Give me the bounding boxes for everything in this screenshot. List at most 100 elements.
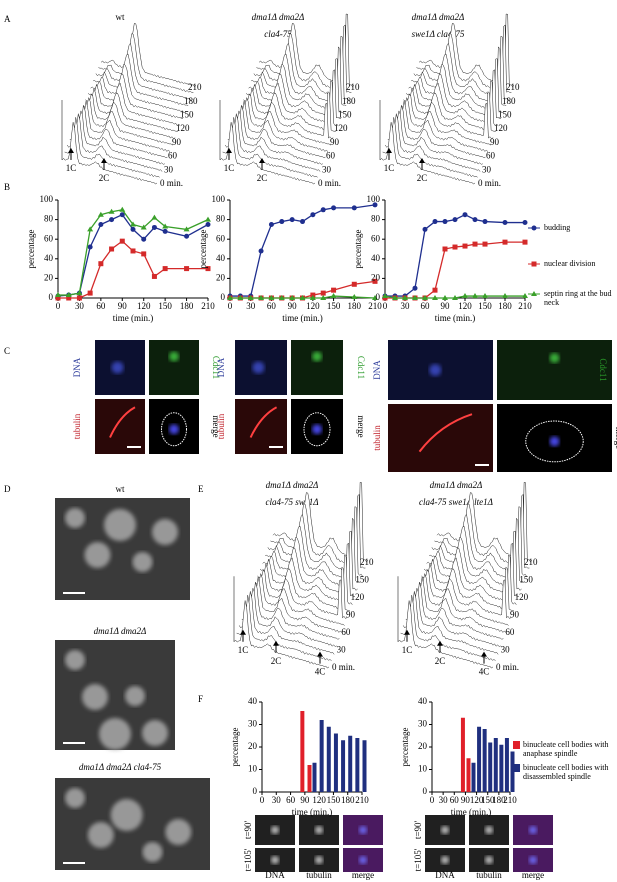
channel-label: Cdc11	[598, 358, 608, 381]
marker	[442, 295, 448, 300]
marker	[531, 261, 537, 267]
x-tick-label: 210	[368, 301, 382, 311]
marker	[531, 291, 537, 296]
facs-trace	[403, 80, 499, 127]
time-label: 90	[510, 610, 520, 620]
facs-trace	[77, 96, 173, 146]
y-tick-label: 20	[216, 272, 226, 282]
time-label: 210	[506, 82, 520, 92]
facs-trace	[400, 595, 496, 661]
legend-label: binucleate cell bodies with disassembled…	[523, 763, 609, 781]
cell-signal	[312, 424, 322, 435]
marker	[300, 219, 305, 225]
x-tick-label: 210	[503, 795, 517, 805]
spindle	[418, 413, 473, 453]
marker	[372, 202, 378, 208]
facs-trace	[379, 122, 476, 185]
peak-label: 1C	[224, 163, 235, 173]
y-tick-label: 20	[418, 741, 428, 751]
marker	[279, 219, 285, 225]
bar	[319, 720, 324, 792]
time-label: 180	[184, 96, 198, 106]
plot-title: wt	[116, 12, 125, 22]
marker	[522, 293, 528, 299]
marker	[119, 206, 126, 212]
y-tick-label: 0	[221, 292, 226, 302]
marker	[432, 219, 438, 225]
marker	[130, 248, 136, 254]
plot-title: dma1Δ dma2Δ	[430, 480, 483, 490]
facs-trace	[398, 93, 494, 140]
time-label: 210	[360, 557, 374, 567]
time-label: 120	[351, 592, 365, 602]
time-label: 60	[486, 151, 496, 161]
facs-trace	[408, 582, 504, 640]
bar	[362, 740, 367, 792]
y-tick-label: 100	[367, 194, 381, 204]
facs-trace	[238, 591, 335, 655]
x-tick-label: 60	[267, 301, 277, 311]
bar	[499, 744, 504, 792]
facs-trace	[74, 100, 171, 152]
time-label: 90	[330, 137, 340, 147]
marker	[412, 285, 418, 291]
facs-trace	[395, 96, 491, 146]
bar	[326, 726, 331, 792]
peak-arrowhead	[68, 148, 74, 153]
x-tick-label: 90	[441, 301, 451, 311]
bar	[312, 762, 317, 792]
marker	[502, 220, 508, 226]
marker	[141, 236, 147, 242]
marker	[320, 295, 327, 300]
time-label: 150	[180, 109, 194, 119]
legend-label: budding	[544, 223, 571, 232]
time-label: 30	[337, 645, 347, 655]
x-tick-label: 0	[430, 795, 435, 805]
facs-trace	[72, 105, 168, 158]
facs-trace	[252, 568, 348, 619]
marker	[205, 216, 211, 222]
cell-signal	[529, 856, 537, 864]
facs-trace	[100, 23, 197, 87]
cell-outline	[525, 420, 584, 463]
marker	[98, 222, 104, 227]
y-axis-title: percentage	[198, 230, 208, 269]
marker	[412, 295, 418, 300]
cell-signal	[441, 826, 449, 834]
time-label: 150	[355, 575, 369, 585]
scale-bar	[63, 592, 85, 594]
cell-signal	[252, 361, 265, 374]
x-tick-label: 30	[272, 795, 282, 805]
facs-trace	[387, 109, 483, 165]
cell-signal	[111, 361, 124, 374]
channel-label: DNA	[265, 870, 285, 880]
marker	[372, 278, 378, 284]
y-tick-label: 80	[216, 214, 226, 224]
marker	[382, 293, 388, 299]
marker	[109, 246, 115, 252]
y-tick-label: 20	[371, 272, 381, 282]
cell-signal	[315, 826, 323, 834]
time-label: 150	[519, 575, 533, 585]
y-tick-label: 0	[253, 786, 258, 796]
marker	[119, 212, 125, 218]
time-label: 120	[515, 592, 529, 602]
peak-arrowhead	[240, 629, 246, 635]
marker	[462, 212, 468, 218]
marker	[268, 295, 275, 300]
micrograph	[235, 399, 287, 454]
marker	[482, 219, 488, 225]
cell-signal	[271, 826, 279, 834]
micrograph	[388, 404, 493, 472]
cell-signal	[125, 686, 145, 706]
y-tick-label: 40	[248, 696, 258, 706]
cell-signal	[65, 508, 85, 528]
bar	[510, 751, 515, 792]
marker	[87, 226, 94, 232]
bar	[333, 733, 338, 792]
marker	[452, 295, 458, 300]
marker	[76, 290, 83, 296]
facs-trace	[418, 563, 514, 611]
strain-label: dma1Δ dma2Δ cla4-75	[79, 762, 162, 772]
channel-label: merge	[522, 870, 544, 880]
